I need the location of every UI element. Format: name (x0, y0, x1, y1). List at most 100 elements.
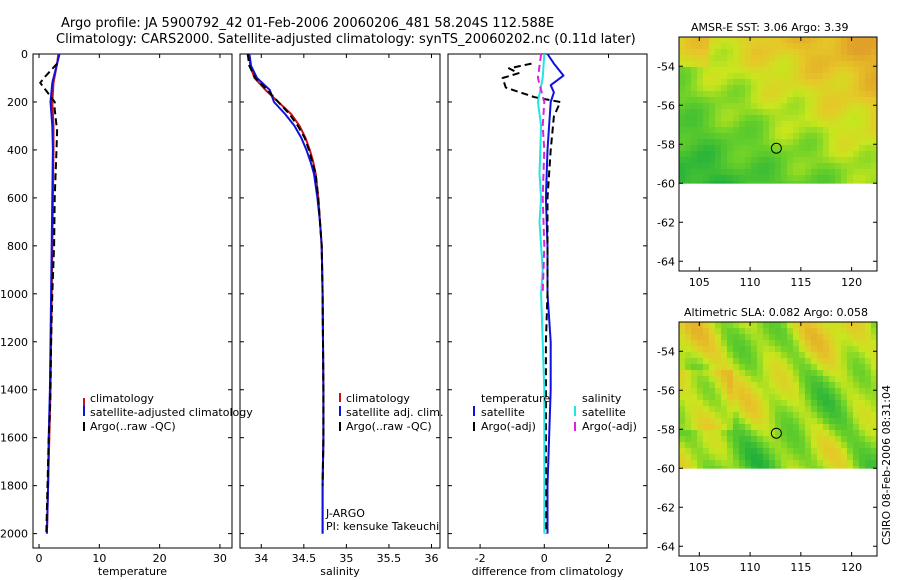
map-cell (823, 91, 830, 98)
map-cell (859, 97, 866, 104)
map-cell (757, 370, 764, 377)
map-cell (817, 334, 824, 341)
map-cell (685, 67, 692, 74)
map-cell (847, 109, 854, 116)
map-cell (739, 115, 746, 122)
map-cell (835, 412, 842, 419)
map-cell (757, 169, 764, 176)
map-cell (709, 424, 716, 431)
map-cell (769, 55, 776, 62)
map-cell (739, 346, 746, 353)
x-tick-label: -2 (475, 552, 486, 565)
map-cell (691, 97, 698, 104)
map-cell (697, 169, 704, 176)
map-cell (787, 400, 794, 407)
map-cell (805, 448, 812, 455)
map-cell (811, 175, 818, 182)
map-cell (793, 412, 800, 419)
map-cell (733, 85, 740, 92)
map-cell (727, 169, 734, 176)
map-cell (685, 430, 692, 437)
map-cell (823, 97, 830, 104)
map-cell (841, 37, 848, 44)
map-cell (817, 394, 824, 401)
map-cell (721, 400, 728, 407)
map-cell (781, 424, 788, 431)
map-cell (679, 121, 686, 128)
map-cell (805, 181, 812, 184)
map-cell (763, 109, 770, 116)
map-cell (859, 418, 866, 425)
map-cell (805, 49, 812, 56)
map-cell (691, 37, 698, 44)
map-cell (787, 61, 794, 68)
map-cell (745, 340, 752, 347)
map-cell (835, 352, 842, 359)
map-cell (829, 55, 836, 62)
map-cell (775, 181, 782, 184)
map-cell (817, 181, 824, 184)
map-cell (835, 442, 842, 449)
map-cell (787, 358, 794, 365)
map-cell (769, 406, 776, 413)
map-cell (757, 121, 764, 128)
map-cell (871, 460, 878, 467)
map-cell (823, 175, 830, 182)
map-cell (787, 49, 794, 56)
map-cell (775, 37, 782, 44)
map-cell (727, 55, 734, 62)
map-cell (733, 163, 740, 170)
map-cell (865, 43, 872, 50)
map-cell (871, 340, 878, 347)
map-cell (769, 412, 776, 419)
map-cell (829, 79, 836, 86)
map-cell (835, 115, 842, 122)
map-cell (727, 175, 734, 182)
map-cell (733, 151, 740, 158)
map-cell (763, 151, 770, 158)
map-cell (835, 163, 842, 170)
map-cell (775, 460, 782, 467)
map-cell (847, 382, 854, 389)
map-cell (679, 85, 686, 92)
map-frame (678, 321, 878, 557)
map-cell (859, 55, 866, 62)
map-cell (709, 175, 716, 182)
map-cell (781, 406, 788, 413)
map-cell (697, 97, 704, 104)
legend-label-temp-satellite: satellite (481, 406, 525, 419)
map-cell (697, 49, 704, 56)
map-cell (739, 364, 746, 371)
map-cell (751, 73, 758, 80)
map-cell (865, 334, 872, 341)
map-cell (709, 79, 716, 86)
map-cell (739, 49, 746, 56)
map-cell (703, 412, 710, 419)
map-lat-label: -64 (657, 540, 675, 553)
map-cell (811, 400, 818, 407)
y-tick-label: 1000 (0, 288, 28, 301)
map-cell (811, 55, 818, 62)
map-cell (679, 322, 686, 329)
map-cell (811, 364, 818, 371)
map-cell (841, 466, 848, 469)
map-cell (679, 442, 686, 449)
map-cell (715, 145, 722, 152)
map-cell (679, 454, 686, 461)
map-cell (817, 388, 824, 395)
map-cell (781, 400, 788, 407)
map-cell (715, 364, 722, 371)
map-cell (805, 406, 812, 413)
map-cell (757, 400, 764, 407)
map-cell (793, 424, 800, 431)
map-cell (679, 103, 686, 110)
map-cell (871, 412, 878, 419)
map-cell (859, 352, 866, 359)
map-cell (847, 442, 854, 449)
map-cell (871, 352, 878, 359)
map-cell (769, 466, 776, 469)
map-cell (727, 418, 734, 425)
map-cell (751, 460, 758, 467)
map-cell (787, 412, 794, 419)
map-cell (835, 466, 842, 469)
